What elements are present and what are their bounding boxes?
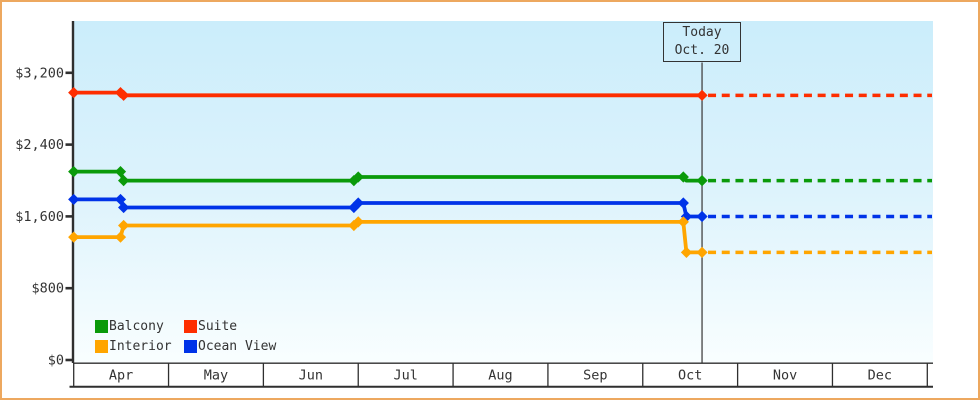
series-marker-suite bbox=[118, 89, 130, 101]
series-marker-interior bbox=[680, 246, 693, 258]
month-label: Jul bbox=[393, 368, 417, 384]
legend-item-label: Interior bbox=[109, 338, 172, 354]
series-marker-balcony bbox=[68, 166, 80, 178]
legend: Balcony Suite Interior Ocean View bbox=[95, 316, 276, 356]
legend-item: Ocean View bbox=[184, 336, 276, 356]
month-label: Apr bbox=[109, 368, 133, 384]
month-label: May bbox=[204, 368, 228, 384]
series-marker-ocean-view bbox=[677, 197, 689, 209]
legend-swatch-interior bbox=[95, 339, 108, 353]
y-tick-label: $800 bbox=[31, 281, 64, 297]
today-date: Oct. 20 bbox=[674, 43, 730, 58]
month-label: Jun bbox=[299, 368, 323, 384]
series-marker-ocean-view bbox=[696, 210, 708, 223]
month-label: Aug bbox=[488, 368, 512, 384]
y-axis-line bbox=[71, 21, 75, 363]
series-marker-suite bbox=[696, 89, 708, 101]
series-marker-balcony bbox=[696, 174, 708, 187]
series-marker-interior bbox=[352, 216, 364, 228]
legend-item-label: Ocean View bbox=[198, 338, 277, 354]
series-marker-ocean-view bbox=[118, 201, 130, 214]
legend-item: Balcony bbox=[95, 316, 184, 336]
legend-swatch-suite bbox=[184, 319, 197, 333]
legend-item: Suite bbox=[184, 316, 276, 336]
y-tick-label: $3,200 bbox=[15, 65, 64, 81]
series-marker-balcony bbox=[114, 166, 127, 178]
series-marker-suite bbox=[68, 87, 80, 99]
month-label: Sep bbox=[583, 368, 607, 384]
legend-item: Interior bbox=[95, 336, 184, 356]
y-tick-label: $0 bbox=[48, 353, 64, 369]
series-marker-interior bbox=[677, 216, 689, 228]
series-marker-interior bbox=[118, 219, 130, 232]
series-marker-interior bbox=[68, 231, 80, 243]
today-annotation-box: Today Oct. 20 bbox=[663, 22, 741, 62]
month-label: Dec bbox=[868, 368, 892, 384]
series-marker-interior bbox=[114, 231, 127, 243]
month-label: Oct bbox=[678, 368, 702, 384]
series-marker-ocean-view bbox=[352, 197, 364, 209]
series-marker-balcony bbox=[677, 171, 689, 183]
legend-swatch-balcony bbox=[95, 319, 108, 333]
series-marker-balcony bbox=[118, 174, 130, 187]
series-marker-ocean-view bbox=[68, 193, 80, 206]
legend-item-label: Suite bbox=[198, 318, 238, 334]
series-marker-balcony bbox=[352, 171, 364, 183]
today-label: Today bbox=[682, 25, 722, 40]
plot-background bbox=[73, 21, 933, 363]
legend-swatch-ocean-view bbox=[184, 339, 197, 353]
month-label: Nov bbox=[773, 368, 797, 384]
series-marker-suite bbox=[114, 87, 127, 99]
series-marker-interior bbox=[696, 246, 708, 258]
y-tick-label: $2,400 bbox=[15, 137, 64, 153]
legend-item-label: Balcony bbox=[109, 318, 164, 334]
y-tick-label: $1,600 bbox=[15, 209, 64, 225]
